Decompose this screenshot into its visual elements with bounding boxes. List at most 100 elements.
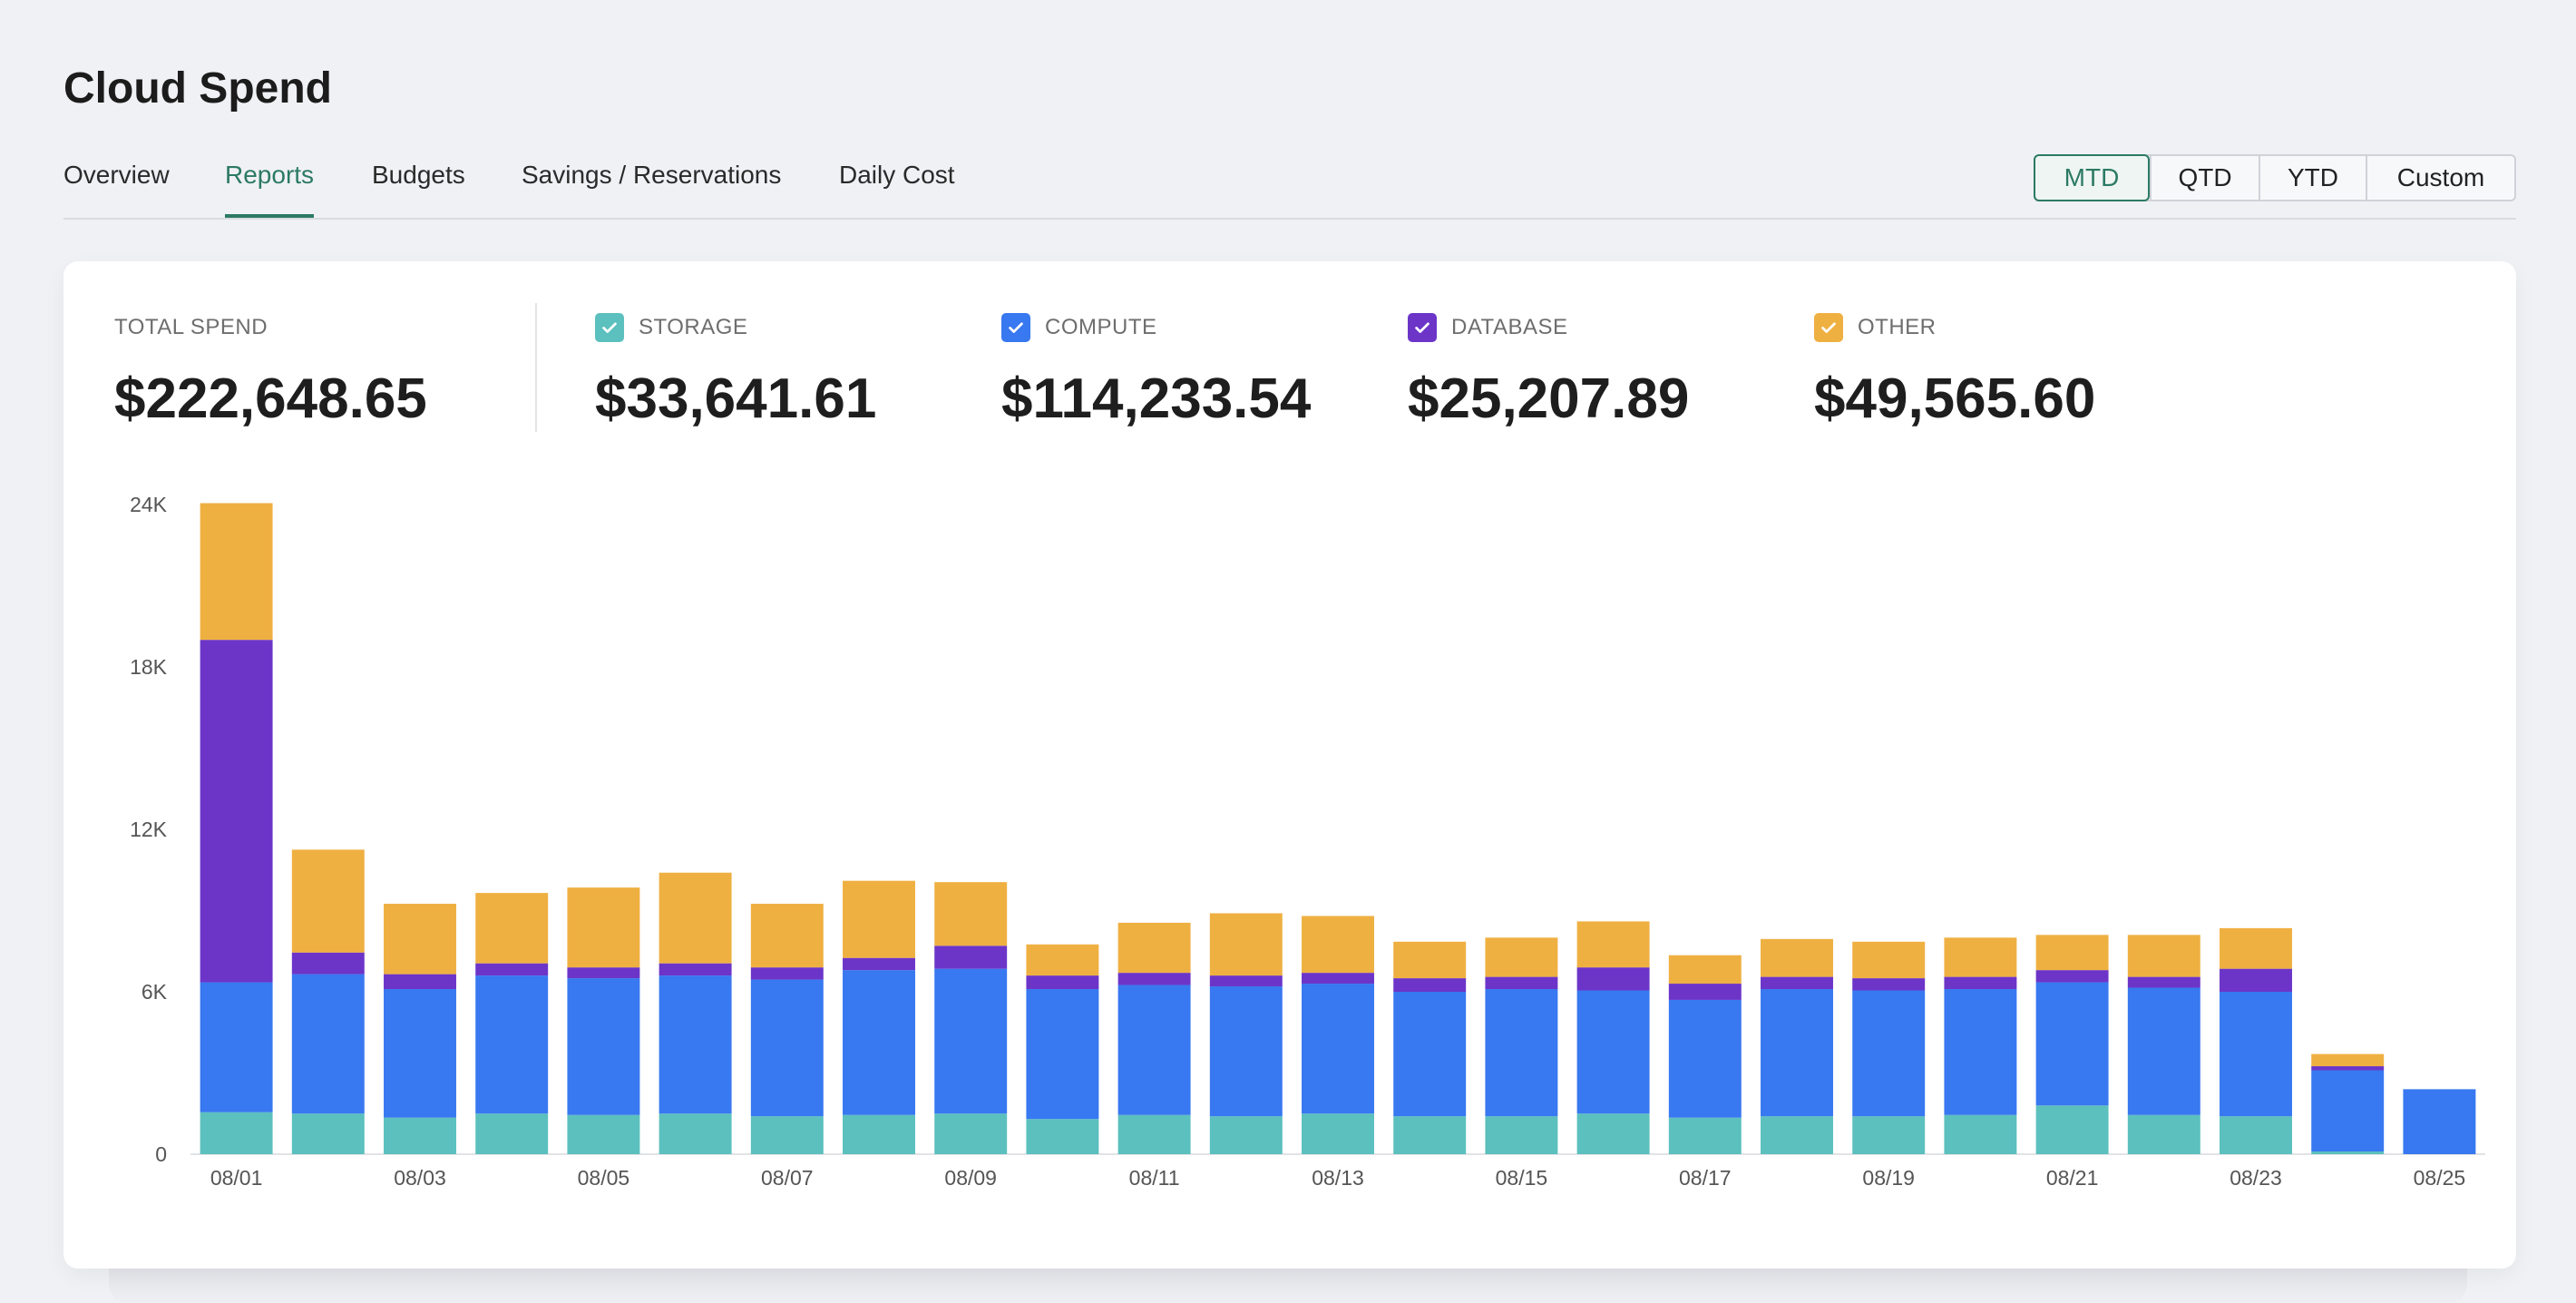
metric-label: OTHER (1858, 315, 1937, 339)
bar-segment-database (2127, 976, 2200, 988)
bar-segment-other (750, 904, 824, 968)
bar-segment-other (1576, 921, 1650, 968)
y-tick-label: 0 (155, 1142, 167, 1166)
date-range-selector: MTD QTD YTD Custom (2034, 154, 2516, 201)
bar-segment-other (1117, 922, 1191, 974)
metric-value: $25,207.89 (1408, 367, 1690, 430)
bar-segment-database (1576, 967, 1650, 991)
bar-segment-compute (1302, 984, 1374, 1114)
bar-segment-other (1393, 941, 1467, 979)
bar-segment-other (1852, 941, 1926, 979)
x-tick-label: 08/13 (1312, 1166, 1364, 1190)
bar-segment-storage (934, 1113, 1008, 1154)
bar-segment-storage (1302, 1113, 1374, 1154)
bar-segment-storage (1852, 1116, 1926, 1154)
database-checkbox[interactable] (1408, 313, 1437, 342)
bar-segment-other (2220, 927, 2292, 969)
range-mtd-button[interactable]: MTD (2034, 154, 2150, 201)
bar-segment-storage (2127, 1114, 2200, 1154)
bar-segment-database (2311, 1066, 2385, 1071)
tab-budgets[interactable]: Budgets (372, 161, 465, 189)
range-qtd-button[interactable]: QTD (2150, 156, 2259, 200)
bar-segment-compute (2403, 1089, 2476, 1154)
x-tick-label: 08/11 (1129, 1166, 1180, 1190)
y-tick-label: 12K (130, 818, 168, 841)
bar-segment-database (1117, 973, 1191, 985)
bar-segment-compute (934, 968, 1008, 1114)
checkmark-icon (1821, 322, 1836, 333)
x-tick-label: 08/19 (1862, 1166, 1915, 1190)
x-tick-label: 08/09 (944, 1166, 997, 1190)
card-shadow (109, 1269, 2467, 1303)
bar-segment-compute (475, 975, 549, 1114)
bar-segment-compute (1209, 986, 1283, 1117)
bar-segment-storage (291, 1113, 365, 1154)
bar-segment-storage (2035, 1105, 2109, 1154)
bar-segment-compute (1026, 989, 1099, 1120)
bar-segment-storage (2311, 1151, 2385, 1154)
other-checkbox[interactable] (1814, 313, 1843, 342)
bar-segment-other (843, 880, 915, 958)
tab-daily-cost[interactable]: Daily Cost (839, 161, 955, 189)
metric-compute: COMPUTE $114,233.54 (1001, 312, 1311, 431)
bar-segment-database (1393, 978, 1467, 992)
y-tick-label: 6K (141, 980, 168, 1004)
bar-segment-compute (843, 970, 915, 1115)
compute-checkbox[interactable] (1001, 313, 1030, 342)
metric-label: TOTAL SPEND (114, 315, 268, 339)
tab-savings-reservations[interactable]: Savings / Reservations (522, 161, 782, 189)
bar-segment-compute (2311, 1070, 2385, 1152)
bar-segment-compute (1117, 985, 1191, 1115)
bar-segment-compute (2220, 992, 2292, 1117)
metric-value: $33,641.61 (595, 367, 877, 430)
metric-label: COMPUTE (1045, 315, 1157, 339)
bar-segment-other (934, 882, 1008, 946)
x-tick-label: 08/23 (2230, 1166, 2282, 1190)
x-tick-label: 08/07 (761, 1166, 814, 1190)
checkmark-icon (602, 322, 617, 333)
bar-segment-compute (1944, 989, 2017, 1115)
bar-segment-compute (291, 974, 365, 1114)
bar-segment-storage (1209, 1116, 1283, 1154)
x-tick-label: 08/21 (2046, 1166, 2099, 1190)
bar-segment-other (1944, 937, 2017, 977)
tab-reports[interactable]: Reports (225, 152, 315, 218)
storage-checkbox[interactable] (595, 313, 624, 342)
bar-segment-database (200, 640, 273, 983)
bar-segment-storage (659, 1113, 732, 1154)
bar-segment-database (843, 957, 915, 971)
bar-segment-storage (200, 1112, 273, 1154)
bar-segment-other (200, 503, 273, 641)
bar-segment-storage (1668, 1117, 1742, 1154)
y-tick-label: 18K (130, 655, 168, 679)
y-tick-label: 24K (130, 493, 168, 516)
bar-segment-database (1209, 975, 1283, 987)
bar-segment-database (1761, 976, 1833, 990)
bar-segment-other (291, 849, 365, 953)
bar-segment-storage (475, 1113, 549, 1154)
bar-segment-compute (1852, 990, 1926, 1117)
range-ytd-button[interactable]: YTD (2259, 156, 2366, 200)
x-tick-label: 08/01 (210, 1166, 263, 1190)
bar-segment-storage (2220, 1116, 2292, 1154)
x-tick-label: 08/05 (578, 1166, 630, 1190)
bar-segment-compute (1761, 989, 1833, 1117)
bar-segment-database (567, 967, 640, 979)
bar-segment-database (934, 945, 1008, 969)
bar-segment-database (1302, 973, 1374, 985)
x-tick-label: 08/03 (394, 1166, 446, 1190)
bar-segment-other (2127, 935, 2200, 977)
range-custom-button[interactable]: Custom (2366, 156, 2514, 200)
metric-label: DATABASE (1451, 315, 1568, 339)
bar-segment-other (2035, 935, 2109, 971)
metric-total-spend: TOTAL SPEND $222,648.65 (114, 312, 427, 431)
bar-segment-compute (384, 989, 456, 1118)
metric-storage: STORAGE $33,641.61 (595, 312, 876, 431)
bar-segment-database (1852, 978, 1926, 991)
page-title: Cloud Spend (63, 64, 332, 113)
bar-segment-storage (567, 1114, 640, 1154)
bar-segment-compute (567, 978, 640, 1115)
bar-segment-compute (2035, 982, 2109, 1106)
bar-segment-storage (1117, 1114, 1191, 1154)
tab-overview[interactable]: Overview (63, 161, 170, 189)
